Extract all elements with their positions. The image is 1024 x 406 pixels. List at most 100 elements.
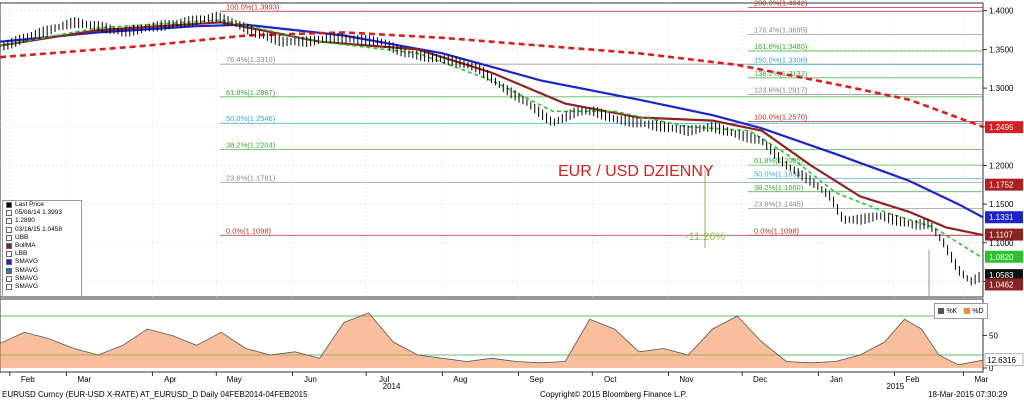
price-tag-label: 1.1752 xyxy=(989,181,1014,190)
legend-label: 1.2890 xyxy=(15,217,35,225)
fibo-label: 23.6%(1.1445) xyxy=(754,199,804,208)
legend-swatch xyxy=(6,267,12,274)
stoch-k-line xyxy=(0,312,984,366)
price-tag-label: 1.0820 xyxy=(989,253,1014,262)
x-tick-label: Feb xyxy=(906,375,920,384)
stoch-value-tag: 12.6316 xyxy=(987,356,1016,365)
y-tick-label: 1.3000 xyxy=(989,84,1014,93)
legend-swatch xyxy=(6,202,12,209)
x-tick-label: Nov xyxy=(679,375,693,384)
legend-row: SMAVG xyxy=(3,258,81,266)
price-tag-label: 1.1331 xyxy=(989,213,1014,222)
fibo-label: 150.0%(1.3306) xyxy=(754,55,808,64)
fibo-label: 100.0%(1.2570) xyxy=(754,112,808,121)
legend-swatch xyxy=(6,275,12,282)
stochastic-legend: %K %D xyxy=(934,303,988,319)
legend-row: 1.2890 xyxy=(3,217,81,225)
stoch-tick-label: 0 xyxy=(989,364,994,373)
fibo-label: 200.0%(1.4042) xyxy=(754,0,808,7)
legend-swatch xyxy=(6,251,12,258)
indicator-line xyxy=(0,31,984,129)
legend-label: 03/16/15 1.0458 xyxy=(15,225,62,233)
legend-swatch xyxy=(6,210,12,217)
legend-title-row: Last Price xyxy=(3,201,81,209)
x-tick-label: Oct xyxy=(604,375,617,384)
fibo-label: 123.6%(1.2917) xyxy=(754,86,808,95)
legend-label: SMAVG xyxy=(15,266,38,274)
x-tick-label: Dec xyxy=(753,375,767,384)
x-tick-label: Mar xyxy=(77,375,91,384)
chart-title: EUR / USD DZIENNY xyxy=(558,163,714,180)
legend-row: UBB xyxy=(3,234,81,242)
legend-label: SMAVG xyxy=(15,282,38,290)
fibo-label: 38.2%(1.1660) xyxy=(754,183,804,192)
legend-swatch xyxy=(6,259,12,266)
fibo-label: 161.8%(1.3480) xyxy=(754,42,808,51)
stoch-value-tag-bg xyxy=(984,353,1024,367)
legend-swatch xyxy=(6,226,12,233)
stoch-k-label: %K xyxy=(946,307,958,315)
legend-title: Last Price xyxy=(15,201,44,208)
price-tag-bg xyxy=(985,228,1023,241)
x-tick-label: Jun xyxy=(304,375,317,384)
legend-swatch xyxy=(6,283,12,290)
legend-row: SMAVG xyxy=(3,283,81,291)
price-tag-label: 1.0462 xyxy=(989,280,1014,289)
legend-label: BollMA xyxy=(15,241,36,249)
legend-label: SMAVG xyxy=(15,258,38,266)
fibo-label: 0.0%(1.1098) xyxy=(754,226,800,235)
legend-swatch xyxy=(6,234,12,241)
stoch-k-swatch xyxy=(938,307,945,314)
footer-source: EURUSD Curncy (EUR-USD X-RATE) AT_EURUSD… xyxy=(2,390,308,399)
indicator-line xyxy=(0,21,984,237)
year-label: 2014 xyxy=(383,382,401,391)
x-tick-label: May xyxy=(227,375,242,384)
chart-legend: Last Price 05/08/14 1.3993 1.2890 03/16/15… xyxy=(2,200,82,297)
fibo-label: 50.0%(1.1834) xyxy=(754,169,804,178)
stoch-k-legend: %K xyxy=(938,308,957,315)
stoch-d-swatch xyxy=(964,307,971,314)
price-tag-label: 1.0583 xyxy=(989,271,1014,280)
stoch-d-area xyxy=(0,312,983,368)
footer: EURUSD Curncy (EUR-USD X-RATE) AT_EURUSD… xyxy=(0,389,1024,401)
fibo-label: 38.2%(1.2204) xyxy=(226,141,276,150)
x-tick-label: Jul xyxy=(379,375,389,384)
price-tag-bg xyxy=(985,269,1023,282)
footer-timestamp: 18-Mar-2015 07:30:29 xyxy=(928,390,1008,399)
fibo-label: 176.4%(1.3695) xyxy=(754,25,808,34)
legend-row: 05/08/14 1.3993 xyxy=(3,209,81,217)
annotation-label: -11.26% xyxy=(685,231,725,243)
indicator-line xyxy=(0,23,984,219)
stoch-tick-label: 50 xyxy=(989,332,998,341)
fibo-label: 76.4%(1.3310) xyxy=(226,55,276,64)
x-tick-label: Jan xyxy=(830,375,843,384)
legend-label: SMAVG xyxy=(15,274,38,282)
legend-swatch xyxy=(6,243,12,250)
legend-row: LBB xyxy=(3,250,81,258)
price-tag-bg xyxy=(985,121,1023,134)
fibo-label: 100.0%(1.3993) xyxy=(226,2,280,11)
y-tick-label: 1.4000 xyxy=(989,7,1014,16)
legend-row: SMAVG xyxy=(3,267,81,275)
legend-label: UBB xyxy=(15,233,29,241)
price-tag-label: 1.1107 xyxy=(989,231,1013,240)
legend-label: LBB xyxy=(15,250,28,258)
legend-swatch xyxy=(6,218,12,225)
price-tag-bg xyxy=(985,211,1023,224)
y-tick-label: 1.3500 xyxy=(989,45,1014,54)
footer-copyright: Copyright© 2015 Bloomberg Finance L.P. xyxy=(540,390,688,399)
stoch-d-legend: %D xyxy=(964,307,984,315)
price-tag-bg xyxy=(985,278,1023,291)
indicator-line xyxy=(0,19,984,259)
x-tick-label: Apr xyxy=(164,375,177,384)
price-tag-bg xyxy=(985,178,1023,191)
y-tick-label: 1.1500 xyxy=(989,200,1014,209)
legend-row: BollMA xyxy=(3,242,81,250)
x-tick-label: Sep xyxy=(529,375,544,384)
y-tick-label: 1.2000 xyxy=(989,161,1014,170)
price-tag-bg xyxy=(985,250,1023,263)
price-tag-label: 1.2495 xyxy=(989,123,1014,132)
x-tick-label: Feb xyxy=(21,375,35,384)
